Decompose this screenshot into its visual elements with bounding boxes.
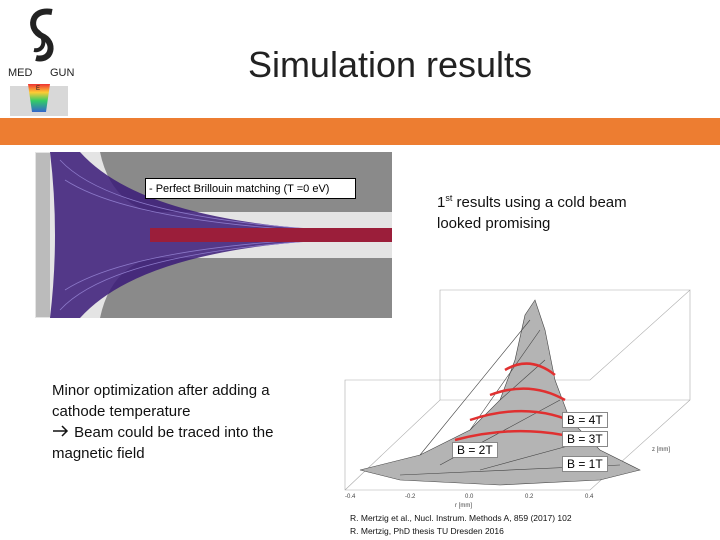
field-label: B = 4T [562,412,608,428]
cold-beam-note: 1st results using a cold beam looked pro… [437,188,667,234]
arrow-icon [53,425,69,437]
field-label: B = 2T [452,442,498,458]
title: Simulation results [247,44,533,85]
references: R. Mertzig et al., Nucl. Instrum. Method… [350,512,572,538]
x-tick: 0.0 [465,494,474,500]
z-label: z [mm] [652,447,670,453]
text: results using a cold beam looked promisi… [437,194,627,232]
x-tick: -0.4 [345,494,356,500]
reference: R. Mertzig et al., Nucl. Instrum. Method… [350,513,572,523]
surface-plot [344,289,691,491]
optimization-note: Minor optimization after adding a cathod… [50,378,304,466]
x-tick: -0.2 [405,494,416,500]
logo-right: GUN [50,67,75,79]
simulation-image [35,152,393,318]
orange-bar [0,118,720,145]
x-tick: 0.4 [585,494,594,500]
logo-left: MED [8,67,33,79]
text: Beam could be traced into the magnetic f… [52,424,274,462]
field-label: B = 1T [562,456,608,472]
x-ticks: -0.4 -0.2 0.0 0.2 0.4 [345,494,595,504]
sim-caption: - Perfect Brillouin matching (T =0 eV) [145,178,356,199]
field-label: B = 3T [562,431,608,447]
line: Minor optimization after adding a cathod… [52,382,270,420]
x-label: r [mm] [455,503,472,509]
reference: R. Mertzig, PhD thesis TU Dresden 2016 [350,526,504,536]
logo: MED GUN E [8,8,75,116]
suffix: st [445,193,453,203]
x-tick: 0.2 [525,494,534,500]
number: 1 [437,194,446,211]
line: Beam could be traced into the magnetic f… [52,422,302,464]
logo-small: E [36,86,40,92]
